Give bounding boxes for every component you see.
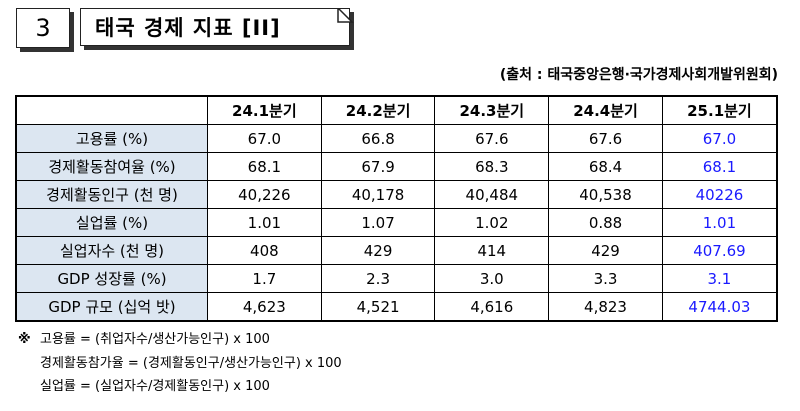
column-header: 24.1분기 bbox=[207, 95, 322, 125]
value-cell: 407.69 bbox=[661, 236, 778, 265]
value-cell: 0.88 bbox=[548, 208, 663, 237]
value-cell: 408 bbox=[207, 236, 322, 265]
row-label: 실업률 (%) bbox=[15, 208, 208, 237]
header-row: 24.1분기 24.2분기 24.3분기 24.4분기 25.1분기 bbox=[15, 95, 778, 125]
table-row: 경제활동인구 (천 명) 40,226 40,178 40,484 40,538 4022… bbox=[15, 180, 778, 209]
value-cell: 3.3 bbox=[548, 264, 663, 293]
value-cell: 1.02 bbox=[434, 208, 550, 237]
notes: ※ 고용률 = (취업자수/생산가능인구) x 100 경제활동참가율 = (경제활… bbox=[18, 328, 342, 399]
data-table: 24.1분기 24.2분기 24.3분기 24.4분기 25.1분기 고용률 (%) 67.… bbox=[15, 95, 778, 322]
value-cell: 4,521 bbox=[320, 292, 436, 322]
value-cell: 414 bbox=[434, 236, 550, 265]
value-cell: 67.9 bbox=[320, 152, 436, 181]
value-cell: 67.6 bbox=[434, 124, 550, 153]
value-cell: 1.01 bbox=[661, 208, 778, 237]
row-label: GDP 성장률 (%) bbox=[15, 264, 208, 293]
value-cell: 68.4 bbox=[548, 152, 663, 181]
column-header: 24.4분기 bbox=[548, 95, 663, 125]
section-title: 태국 경제 지표 [II] bbox=[80, 8, 350, 46]
table-row: GDP 성장률 (%) 1.7 2.3 3.0 3.3 3.1 bbox=[15, 264, 778, 293]
value-cell: 1.01 bbox=[207, 208, 322, 237]
value-cell: 429 bbox=[320, 236, 436, 265]
source: (출처 : 태국중앙은행·국가경제사회개발위원회) bbox=[499, 67, 778, 83]
value-cell: 66.8 bbox=[320, 124, 436, 153]
note-line: 실업률 = (실업자수/경제활동인구) x 100 bbox=[40, 379, 270, 394]
table-body: 고용률 (%) 67.0 66.8 67.6 67.6 67.0 경제활동참여율 (%) 68… bbox=[15, 124, 778, 322]
value-cell: 3.0 bbox=[434, 264, 550, 293]
section-number: 3 bbox=[16, 8, 70, 48]
value-cell: 3.1 bbox=[661, 264, 778, 293]
value-cell: 1.7 bbox=[207, 264, 322, 293]
row-label: 경제활동참여율 (%) bbox=[15, 152, 208, 181]
note-line: 경제활동참가율 = (경제활동인구/생산가능인구) x 100 bbox=[40, 355, 342, 371]
row-label: 경제활동인구 (천 명) bbox=[15, 180, 208, 209]
table-row: 고용률 (%) 67.0 66.8 67.6 67.6 67.0 bbox=[15, 124, 778, 153]
value-cell: 67.0 bbox=[207, 124, 322, 153]
table-row: 경제활동참여율 (%) 68.1 67.9 68.3 68.4 68.1 bbox=[15, 152, 778, 181]
note-line: 고용률 = (취업자수/생산가능인구) x 100 bbox=[40, 332, 270, 347]
table-row: 실업자수 (천 명) 408 429 414 429 407.69 bbox=[15, 236, 778, 265]
table-row: GDP 규모 (십억 밧) 4,623 4,521 4,616 4,823 4744.03 bbox=[15, 292, 778, 322]
value-cell: 4,623 bbox=[207, 292, 322, 322]
title-fold bbox=[337, 8, 354, 23]
fold-corner bbox=[337, 8, 354, 23]
row-label: 고용률 (%) bbox=[15, 124, 208, 153]
value-cell: 4744.03 bbox=[661, 292, 778, 322]
value-cell: 1.07 bbox=[320, 208, 436, 237]
value-cell: 40,538 bbox=[548, 180, 663, 209]
value-cell: 4,616 bbox=[434, 292, 550, 322]
column-header: 25.1분기 bbox=[661, 95, 778, 125]
table-row: 실업률 (%) 1.01 1.07 1.02 0.88 1.01 bbox=[15, 208, 778, 237]
value-cell: 2.3 bbox=[320, 264, 436, 293]
value-cell: 4,823 bbox=[548, 292, 663, 322]
value-cell: 40,178 bbox=[320, 180, 436, 209]
value-cell: 68.3 bbox=[434, 152, 550, 181]
value-cell: 68.1 bbox=[661, 152, 778, 181]
column-header: 24.3분기 bbox=[434, 95, 550, 125]
value-cell: 429 bbox=[548, 236, 663, 265]
note-marker: ※ bbox=[18, 332, 31, 347]
row-label: GDP 규모 (십억 밧) bbox=[15, 292, 208, 322]
value-cell: 40,226 bbox=[207, 180, 322, 209]
corner-cell bbox=[15, 95, 208, 125]
row-label: 실업자수 (천 명) bbox=[15, 236, 208, 265]
value-cell: 40,484 bbox=[434, 180, 550, 209]
value-cell: 67.6 bbox=[548, 124, 663, 153]
column-header: 24.2분기 bbox=[320, 95, 436, 125]
value-cell: 40226 bbox=[661, 180, 778, 209]
value-cell: 67.0 bbox=[661, 124, 778, 153]
value-cell: 68.1 bbox=[207, 152, 322, 181]
